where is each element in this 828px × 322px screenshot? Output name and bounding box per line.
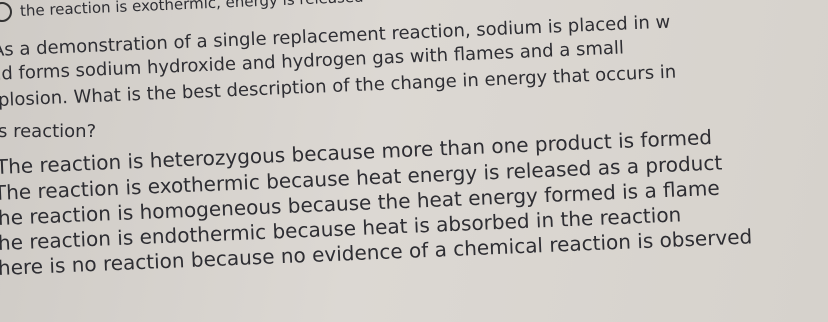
answer-option[interactable]: the reaction is exothermic, energy is re… [19, 0, 364, 20]
radio-button[interactable] [0, 2, 12, 22]
question-line: s reaction? [0, 121, 97, 142]
